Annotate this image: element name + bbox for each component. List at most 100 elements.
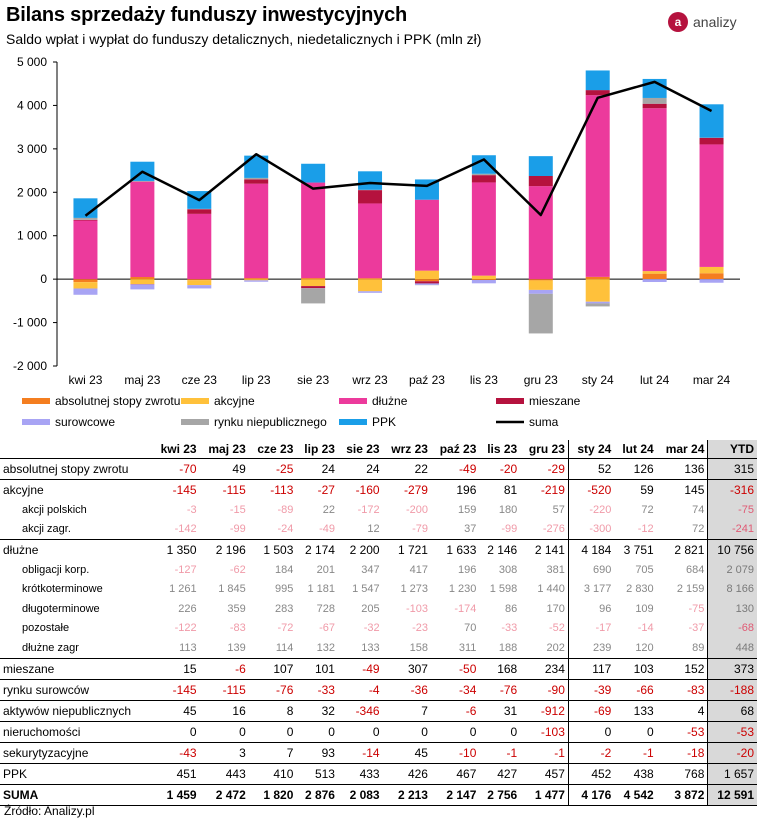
table-column-header: paź 23	[439, 442, 477, 456]
table-cell: 1 598	[489, 583, 518, 596]
table-cell: -32	[363, 622, 380, 635]
table-row-label: akcji polskich	[22, 503, 87, 516]
bar-segment	[301, 286, 326, 289]
y-tick-label: 1 000	[17, 229, 47, 243]
table-cell: 234	[520, 657, 569, 679]
legend-label: dłużne	[372, 394, 408, 408]
table-cell: 2 083	[337, 783, 383, 806]
table-cell: 0	[337, 720, 383, 742]
table-cell: 81	[479, 479, 521, 500]
bar-segment	[528, 186, 553, 280]
table-cell: 2 159	[676, 583, 705, 596]
table-cell: -20	[479, 458, 521, 480]
table-cell: 728	[316, 602, 335, 615]
table-cell: 311	[458, 641, 477, 654]
table-cell: 2 821	[656, 539, 708, 560]
table-cell: 4 542	[614, 783, 657, 806]
table-cell: 452	[567, 762, 615, 784]
bar-segment	[642, 108, 667, 272]
bar-segment	[528, 293, 553, 334]
table-cell: -4	[337, 678, 383, 700]
table-cell: 373	[707, 657, 757, 679]
table-cell: -83	[656, 678, 708, 700]
table-cell: 0	[614, 720, 657, 742]
legend-label: mieszane	[529, 394, 581, 408]
table-cell: 457	[520, 762, 569, 784]
table-cell: -70	[151, 458, 200, 480]
table-cell: 2 876	[296, 783, 338, 806]
table-row-label: aktywów niepublicznych	[0, 699, 152, 721]
bar-segment	[244, 179, 269, 184]
bar-segment	[244, 279, 269, 281]
bar-segment	[414, 199, 439, 271]
table-cell: 22	[382, 458, 431, 480]
table-row-label: dłużne	[0, 539, 152, 560]
table-cell: 308	[498, 563, 518, 576]
table-cell: -145	[151, 678, 200, 700]
bar-segment	[73, 288, 98, 295]
table-cell: -33	[501, 622, 518, 635]
bar-segment	[471, 175, 496, 183]
table-cell: 2 472	[199, 783, 249, 806]
table-cell: 239	[567, 638, 615, 658]
x-tick-label: mar 24	[693, 373, 731, 387]
table-cell: -912	[520, 699, 569, 721]
x-tick-label: sie 23	[297, 373, 329, 387]
legend-swatch	[181, 419, 209, 425]
y-tick-label: -2 000	[13, 359, 47, 373]
table-cell: 1 230	[448, 583, 477, 596]
table-header-label	[0, 440, 152, 459]
table-cell: 96	[567, 599, 615, 619]
table-cell: -1	[479, 741, 521, 763]
table-cell: -172	[357, 503, 380, 516]
table-cell: -279	[382, 479, 431, 500]
table-cell: 1 820	[248, 783, 297, 806]
table-cell: 16	[199, 699, 249, 721]
table-cell: 690	[567, 560, 615, 580]
table-cell: 145	[656, 479, 708, 500]
table-row: mieszane 15 -6 107 101 -49 307 -50 168 234 117 103 1…	[0, 657, 757, 679]
bar-segment	[130, 284, 155, 290]
table-cell: -53	[707, 720, 757, 742]
table-cell: 467	[430, 762, 480, 784]
bar-segment	[642, 273, 667, 280]
table-cell: 0	[248, 720, 297, 742]
table-cell: -142	[174, 523, 197, 536]
table-cell: -1	[520, 741, 569, 763]
table-cell: 283	[275, 602, 294, 615]
table-row: akcji polskich -3 -15 -89 22 -172 -200 159 180 57…	[0, 500, 757, 520]
table-row-label: krótkoterminowe	[22, 583, 103, 596]
data-table: kwi 23 maj 23 cze 23 lip 23 sie 23 wrz 23 paź …	[0, 440, 757, 806]
table-cell: -62	[229, 563, 246, 576]
table-cell: -53	[656, 720, 708, 742]
table-cell: 2 174	[296, 539, 338, 560]
table-cell: 1 273	[400, 583, 428, 596]
table-cell: -316	[707, 479, 757, 500]
table-cell: -83	[229, 622, 246, 635]
bar-segment	[301, 278, 326, 280]
bar-segment	[471, 182, 496, 276]
table-cell: -220	[567, 500, 615, 520]
bar-segment	[244, 278, 269, 280]
table-cell: 22	[322, 503, 335, 516]
table-cell: -75	[688, 602, 705, 615]
table-cell: 117	[567, 657, 615, 679]
table-cell: 3	[199, 741, 249, 763]
table-row-label: pozostałe	[22, 622, 70, 635]
table-cell: 427	[479, 762, 521, 784]
table-cell: 37	[464, 523, 477, 536]
table-cell: 133	[614, 699, 657, 721]
bar-segment	[358, 279, 383, 292]
table-header-row: kwi 23 maj 23 cze 23 lip 23 sie 23 wrz 23 paź …	[0, 440, 757, 459]
table-cell: 159	[458, 503, 477, 516]
table-cell: 2 146	[479, 539, 521, 560]
table-cell: 132	[316, 641, 335, 654]
table-cell: 126	[614, 458, 657, 480]
x-tick-label: wrz 23	[351, 373, 388, 387]
table-cell: 180	[498, 503, 518, 516]
table-cell: 307	[382, 657, 431, 679]
table-cell: 57	[552, 503, 565, 516]
table-cell: 86	[504, 602, 518, 615]
table-body: absolutnej stopy zwrotu -70 49 -25 24 24 22 -49…	[0, 458, 757, 806]
table-cell: 201	[316, 563, 335, 576]
